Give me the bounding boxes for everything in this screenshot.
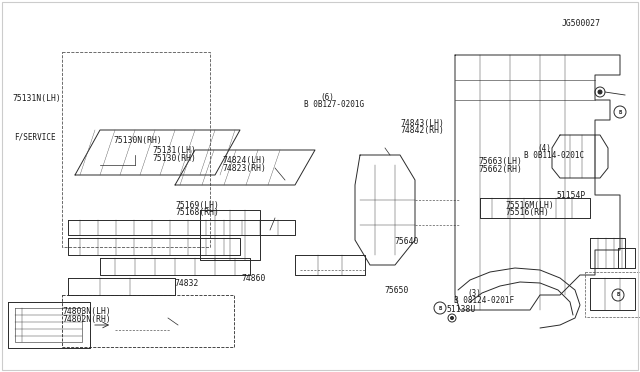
Text: 74803N(LH): 74803N(LH): [63, 307, 111, 316]
Text: 74843(LH): 74843(LH): [400, 119, 444, 128]
Bar: [62, 295, 234, 347]
Text: F/SERVICE: F/SERVICE: [14, 132, 56, 141]
Circle shape: [451, 317, 454, 320]
Text: 75169(LH): 75169(LH): [175, 201, 220, 210]
Text: 74860: 74860: [242, 274, 266, 283]
Text: (6): (6): [320, 93, 334, 102]
Text: 74824(LH): 74824(LH): [223, 156, 267, 165]
Text: 74842(RH): 74842(RH): [400, 126, 444, 135]
Text: 75131(LH): 75131(LH): [152, 146, 196, 155]
Text: 51154P: 51154P: [557, 191, 586, 200]
Text: B: B: [618, 109, 621, 115]
Text: JG500027: JG500027: [562, 19, 601, 28]
Text: 74832: 74832: [174, 279, 198, 288]
Text: 74802N(RH): 74802N(RH): [63, 315, 111, 324]
Text: B 08124-0201F: B 08124-0201F: [454, 296, 515, 305]
Text: 75516M(LH): 75516M(LH): [506, 201, 554, 210]
Text: 75640: 75640: [395, 237, 419, 246]
Circle shape: [598, 90, 602, 94]
Text: (3): (3): [467, 289, 481, 298]
Text: 74823(RH): 74823(RH): [223, 164, 267, 173]
Text: 75168(RH): 75168(RH): [175, 208, 220, 217]
Text: B 0B114-0201C: B 0B114-0201C: [524, 151, 584, 160]
Text: 75663(LH): 75663(LH): [479, 157, 523, 166]
Text: 75662(RH): 75662(RH): [479, 165, 523, 174]
Text: 75130N(RH): 75130N(RH): [114, 136, 163, 145]
Bar: [62, 52, 210, 247]
Bar: [585, 272, 640, 317]
Text: 75131N(LH): 75131N(LH): [13, 94, 61, 103]
Text: B: B: [438, 305, 442, 311]
Text: 75650: 75650: [384, 286, 408, 295]
Text: 75130(RH): 75130(RH): [152, 154, 196, 163]
Text: 51138U: 51138U: [447, 305, 476, 314]
Text: 75516(RH): 75516(RH): [506, 208, 550, 217]
Text: B: B: [616, 292, 620, 298]
Text: (4): (4): [538, 144, 552, 153]
Text: B 0B127-0201G: B 0B127-0201G: [304, 100, 364, 109]
